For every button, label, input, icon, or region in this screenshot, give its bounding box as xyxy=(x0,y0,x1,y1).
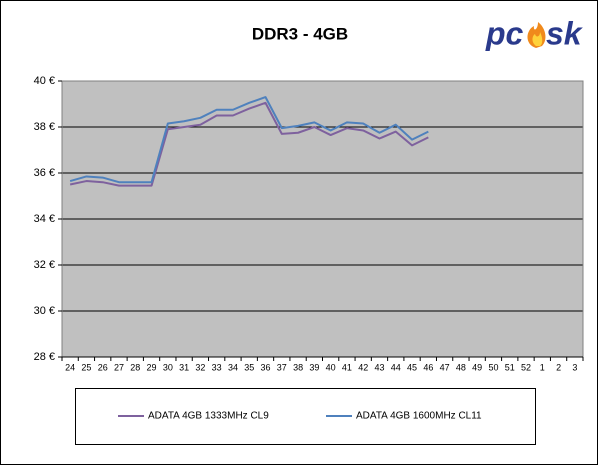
logo-text-right: sk xyxy=(546,15,584,51)
y-tick-label: 40 € xyxy=(34,75,55,87)
legend-label: ADATA 4GB 1600MHz CL11 xyxy=(356,411,482,422)
x-tick-label: 43 xyxy=(374,362,384,372)
x-tick-label: 2 xyxy=(556,362,561,372)
x-tick-label: 36 xyxy=(261,362,271,372)
x-tick-label: 33 xyxy=(212,362,222,372)
x-tick-label: 1 xyxy=(540,362,545,372)
x-tick-label: 48 xyxy=(456,362,466,372)
x-tick-label: 24 xyxy=(65,362,75,372)
x-tick-label: 47 xyxy=(440,362,450,372)
y-tick-label: 36 € xyxy=(34,167,55,179)
x-tick-label: 35 xyxy=(244,362,254,372)
x-tick-label: 50 xyxy=(488,362,498,372)
logo-flame-inner xyxy=(532,32,543,46)
legend-box xyxy=(75,388,536,445)
x-tick-label: 39 xyxy=(309,362,319,372)
logo-text-left: pc xyxy=(485,15,524,51)
chart-title: DDR3 - 4GB xyxy=(252,24,348,43)
x-tick-label: 30 xyxy=(163,362,173,372)
x-tick-label: 45 xyxy=(407,362,417,372)
y-tick-label: 34 € xyxy=(34,213,55,225)
y-tick-label: 32 € xyxy=(34,259,55,271)
y-tick-label: 38 € xyxy=(34,121,55,133)
x-tick-label: 40 xyxy=(326,362,336,372)
x-tick-label: 38 xyxy=(293,362,303,372)
series-line xyxy=(69,101,429,187)
series-line xyxy=(69,96,429,184)
y-tick-label: 30 € xyxy=(34,305,55,317)
x-tick-label: 37 xyxy=(277,362,287,372)
x-tick-label: 32 xyxy=(195,362,205,372)
legend-label: ADATA 4GB 1333MHz CL9 xyxy=(148,411,269,422)
x-tick-label: 52 xyxy=(521,362,531,372)
x-tick-label: 49 xyxy=(472,362,482,372)
y-tick-label: 28 € xyxy=(34,351,55,363)
x-tick-label: 34 xyxy=(228,362,238,372)
x-tick-label: 25 xyxy=(81,362,91,372)
x-tick-label: 51 xyxy=(505,362,515,372)
x-tick-label: 29 xyxy=(147,362,157,372)
x-tick-label: 31 xyxy=(179,362,189,372)
x-tick-label: 44 xyxy=(391,362,401,372)
x-tick-label: 42 xyxy=(358,362,368,372)
x-tick-label: 26 xyxy=(98,362,108,372)
x-tick-label: 27 xyxy=(114,362,124,372)
x-tick-label: 41 xyxy=(342,362,352,372)
x-tick-label: 46 xyxy=(423,362,433,372)
x-tick-label: 3 xyxy=(572,362,577,372)
x-tick-label: 28 xyxy=(130,362,140,372)
logo: pc sk xyxy=(485,15,584,51)
